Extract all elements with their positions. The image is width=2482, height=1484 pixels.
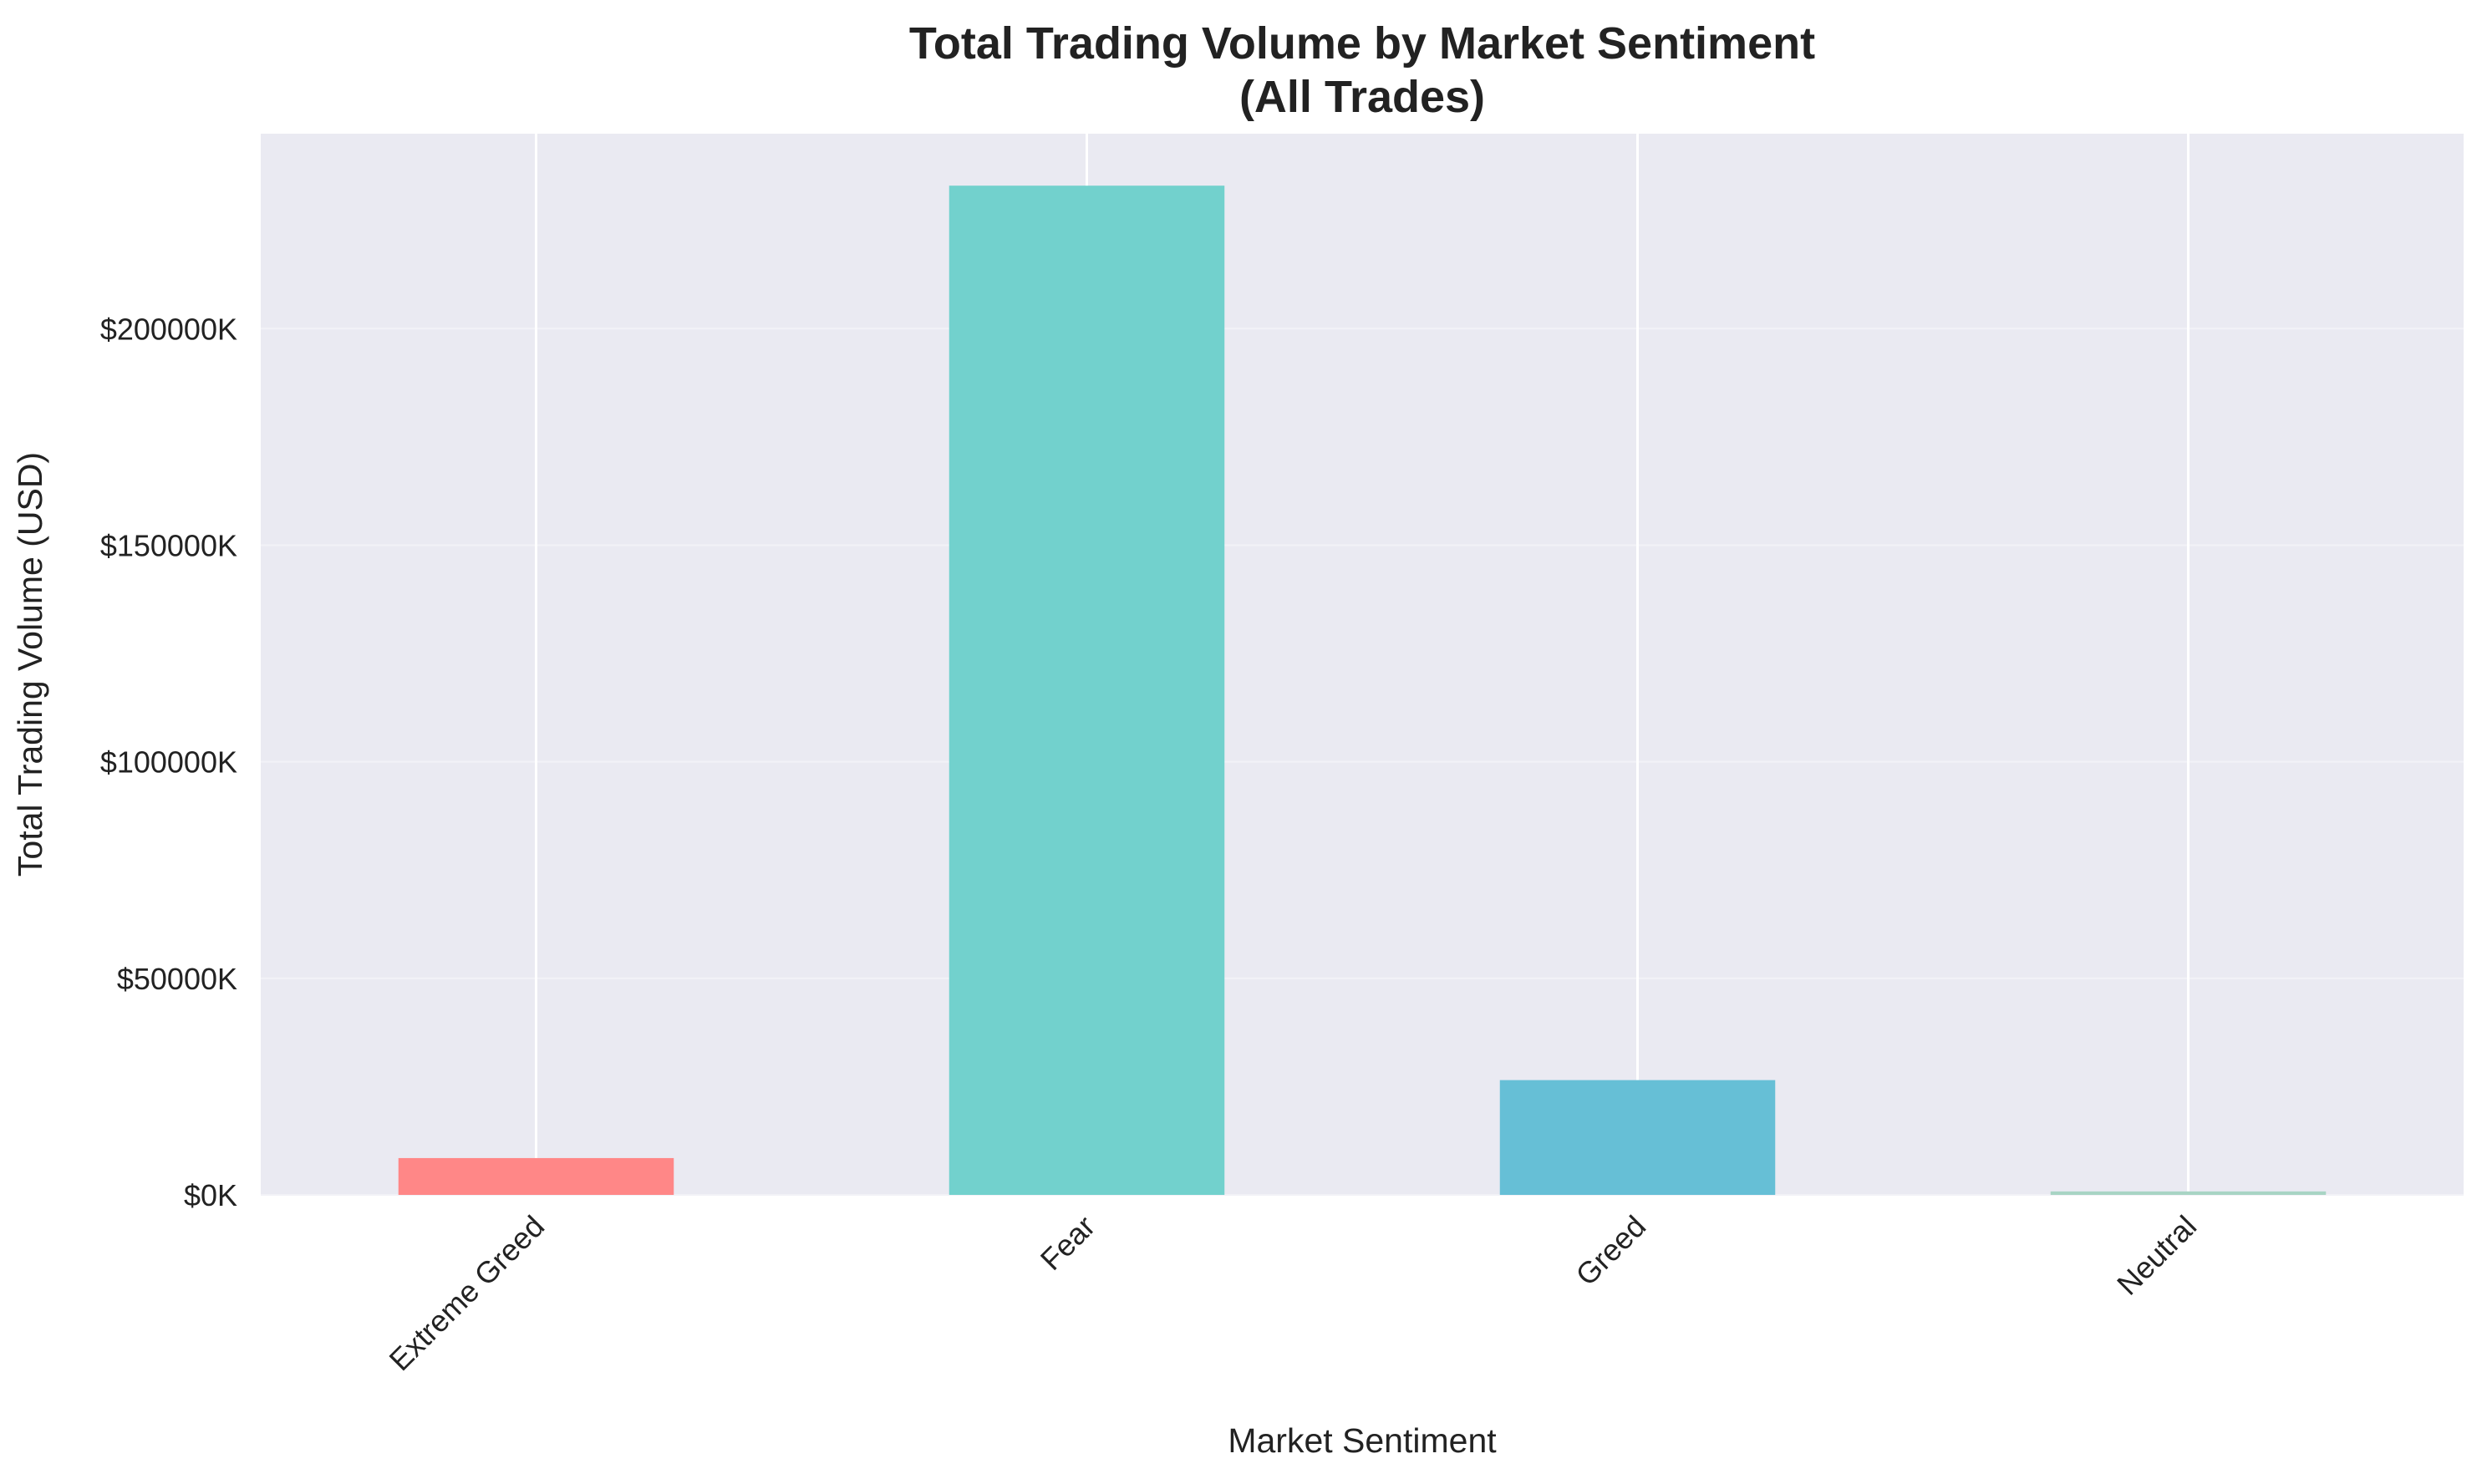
bars xyxy=(398,186,2327,1195)
y-tick-label: $0K xyxy=(184,1178,237,1212)
y-tick-label: $150000K xyxy=(100,528,237,562)
bar xyxy=(949,186,1225,1195)
chart-subtitle: (All Trades) xyxy=(1239,72,1485,122)
y-axis-ticks: $0K $50000K $100000K $150000K $200000K xyxy=(100,312,237,1212)
bar xyxy=(398,1157,674,1195)
y-tick-label: $100000K xyxy=(100,745,237,780)
bar xyxy=(2050,1191,2327,1195)
chart-title: Total Trading Volume by Market Sentiment xyxy=(909,18,1815,69)
y-tick-label: $200000K xyxy=(100,312,237,346)
plot-area xyxy=(261,134,2464,1195)
x-tick-label: Extreme Greed xyxy=(383,1209,552,1378)
x-axis-label: Market Sentiment xyxy=(1228,1421,1497,1460)
x-tick-label: Greed xyxy=(1569,1209,1652,1293)
x-axis-ticks: Extreme Greed Fear Greed Neutral xyxy=(383,1209,2204,1378)
x-tick-label: Neutral xyxy=(2110,1209,2203,1302)
y-tick-label: $50000K xyxy=(117,962,237,996)
bar xyxy=(1499,1080,1776,1195)
y-axis-label: Total Trading Volume (USD) xyxy=(11,452,49,877)
x-tick-label: Fear xyxy=(1034,1209,1101,1277)
